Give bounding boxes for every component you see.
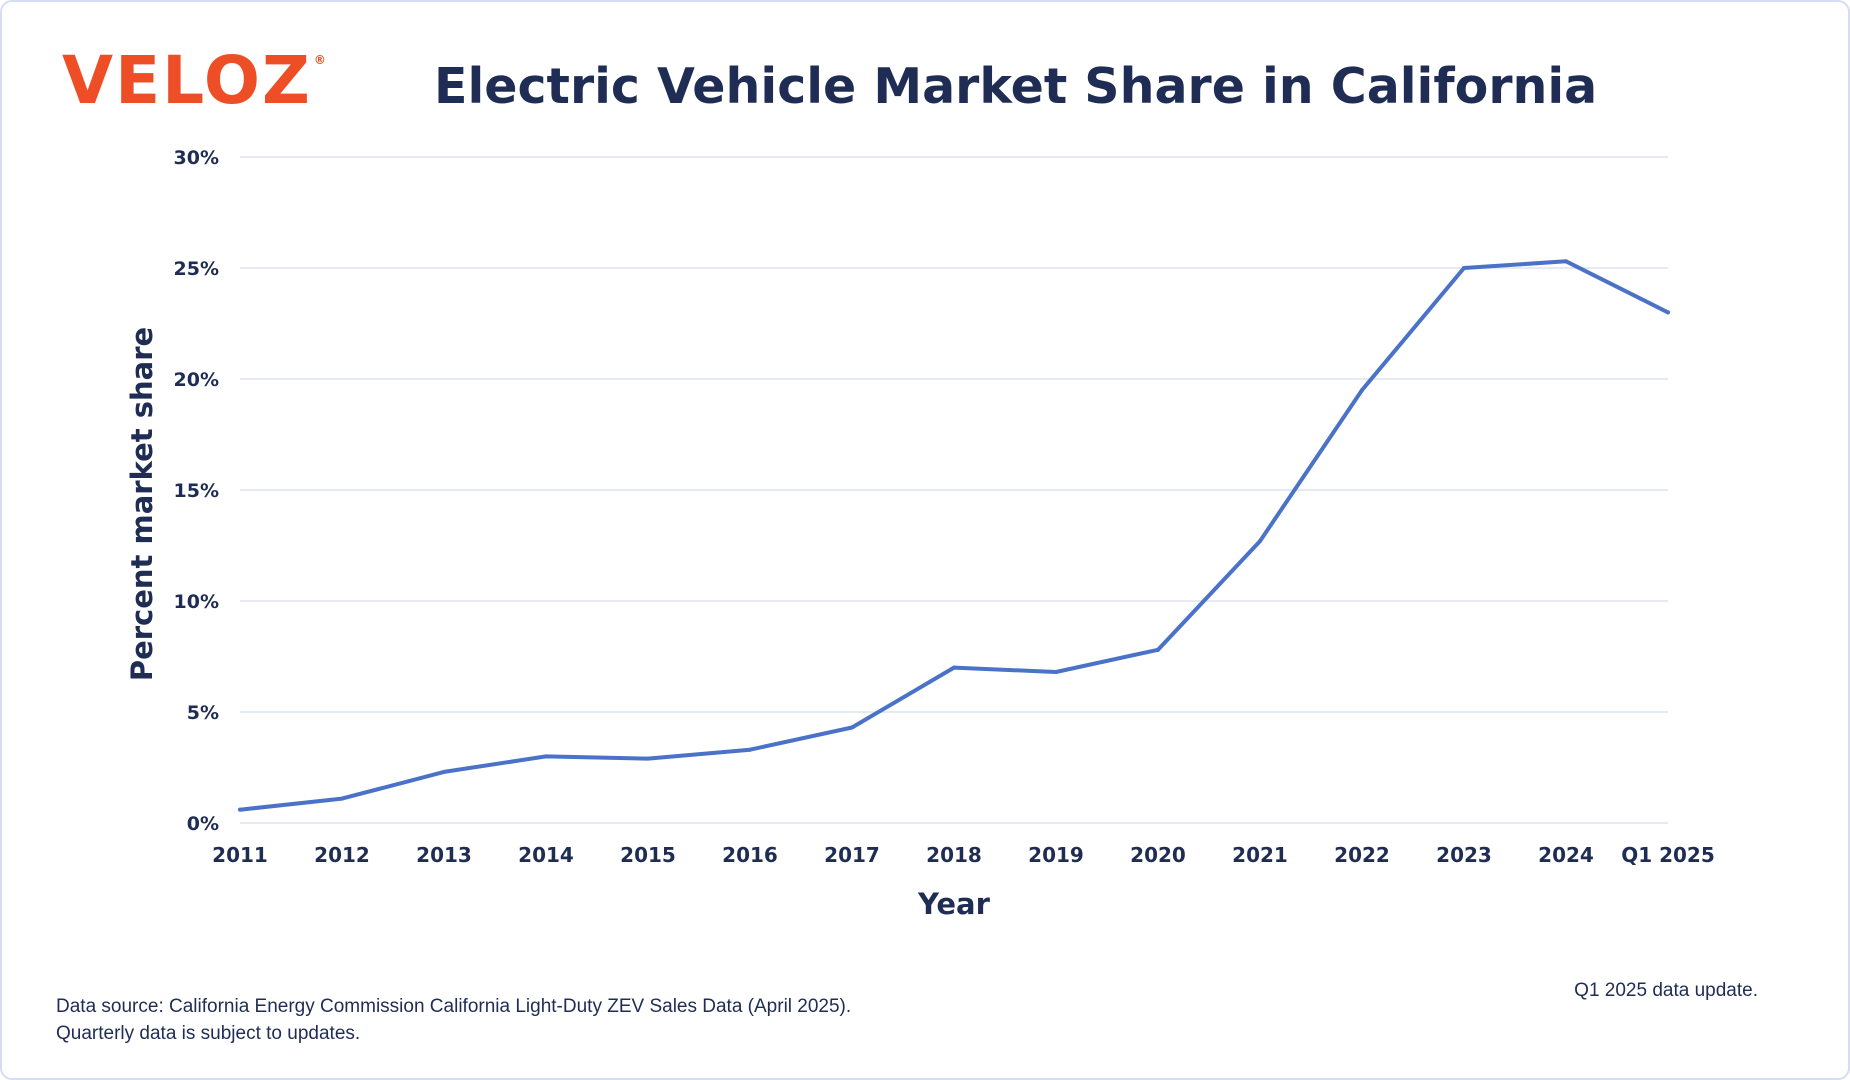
data-point [1360,388,1364,393]
x-tick-label: 2014 [518,843,574,867]
y-tick-label: 20% [174,369,219,391]
y-tick-label: 25% [174,258,219,280]
series-line [238,259,1670,812]
x-tick-label: 2021 [1232,843,1288,867]
x-tick-label: 2024 [1538,843,1594,867]
x-tick-label: 2022 [1334,843,1390,867]
y-tick-label: 0% [187,813,219,835]
x-tick-label: 2015 [620,843,676,867]
x-tick-label: 2019 [1028,843,1084,867]
x-tick-label: Q1 2025 [1621,843,1715,867]
data-point [1156,647,1160,652]
chart-title: Electric Vehicle Market Share in Califor… [434,58,1598,115]
series-layer [238,259,1670,812]
x-tick-label: 2016 [722,843,778,867]
data-point [442,769,446,774]
data-point [748,747,752,752]
data-point [952,665,956,670]
y-tick-label: 10% [174,591,219,613]
data-point [544,754,548,759]
logo-text: VELOZ [62,42,312,119]
x-tick-label: 2013 [416,843,472,867]
data-point [238,807,242,812]
y-tick-label: 15% [174,480,219,502]
data-point [1666,310,1670,315]
x-tick-label: 2020 [1130,843,1186,867]
data-source-note: Data source: California Energy Commissio… [56,993,851,1047]
data-point [1462,266,1466,270]
grid-layer [240,156,1668,824]
update-note: Q1 2025 data update. [1574,980,1758,1001]
source-line-2: Quarterly data is subject to updates. [56,1023,361,1044]
data-point [850,725,854,730]
data-point [646,756,650,761]
data-point [1258,539,1262,544]
x-tick-label: 2011 [212,843,268,867]
x-tick-label: 2018 [926,843,982,867]
veloz-logo: VELOZ ® [62,48,328,114]
x-tick-label: 2017 [824,843,880,867]
data-point [1054,670,1058,675]
x-axis-ticks: 2011 2012 2013 2014 2015 2016 2017 2018 2019 2020… [212,843,1715,867]
data-point [340,796,344,801]
y-axis-title: Percent market share [125,327,159,681]
x-axis-title: Year [917,887,991,921]
y-tick-label: 5% [187,702,219,724]
x-tick-label: 2012 [314,843,370,867]
source-line-1: Data source: California Energy Commissio… [56,996,852,1017]
x-tick-label: 2023 [1436,843,1492,867]
registered-mark: ® [313,53,328,67]
data-point [1564,259,1568,264]
y-axis-ticks: 0% 5% 10% 15% 20% 25% 30% [174,147,219,835]
y-tick-label: 30% [174,147,219,169]
